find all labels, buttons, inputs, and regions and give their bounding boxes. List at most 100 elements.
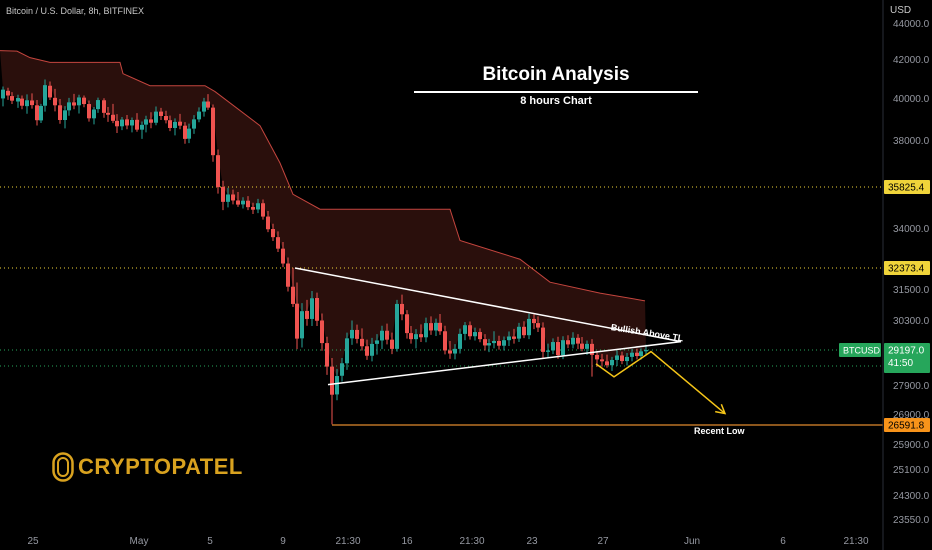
candle-body xyxy=(375,340,379,344)
candle xyxy=(236,191,240,207)
candle xyxy=(67,97,71,116)
level-tag xyxy=(884,261,930,275)
candle-body xyxy=(463,325,467,334)
time-axis[interactable]: 25 May 5 9 21:30 16 21:30 23 27 Jun 6 21:30 xyxy=(27,536,869,547)
candle xyxy=(58,99,62,124)
x-tick-label: 5 xyxy=(207,536,213,547)
candle xyxy=(202,97,206,117)
y-tick-label: 34000.0 xyxy=(893,224,930,235)
candle-body xyxy=(251,206,255,210)
candle xyxy=(48,81,52,101)
candle-body xyxy=(25,100,29,107)
candle-body xyxy=(187,128,191,139)
candle xyxy=(140,121,144,139)
candle-body xyxy=(576,337,580,344)
candle-body xyxy=(556,342,560,356)
price-axis[interactable]: 44000.0 42000.0 40000.0 38000.0 34000.0 31500… xyxy=(839,19,930,526)
candle-body xyxy=(546,350,550,352)
drawings xyxy=(294,267,727,415)
x-tick-label: 21:30 xyxy=(843,536,868,547)
candle xyxy=(6,87,10,100)
cloud-fill xyxy=(0,50,646,377)
candle xyxy=(590,339,594,377)
countdown-label: 41:50 xyxy=(888,358,913,369)
level-lines xyxy=(0,186,883,426)
candle xyxy=(159,107,163,120)
candle xyxy=(286,257,290,292)
candle xyxy=(221,180,225,211)
candle-body xyxy=(453,348,457,354)
candle xyxy=(350,320,354,345)
candle xyxy=(566,335,570,349)
candle-body xyxy=(580,343,584,349)
y-tick-label: 31500.0 xyxy=(893,285,930,296)
candle xyxy=(35,100,39,126)
candle xyxy=(576,334,580,350)
candle xyxy=(541,322,545,359)
candle xyxy=(149,112,153,129)
candle xyxy=(360,328,364,351)
candle xyxy=(281,241,285,268)
candle xyxy=(434,318,438,336)
candle xyxy=(556,336,560,359)
candle xyxy=(10,92,14,105)
candle xyxy=(463,322,467,341)
candle-body xyxy=(173,121,177,128)
candle-body xyxy=(487,343,491,346)
candle-body xyxy=(497,340,501,346)
candle xyxy=(630,349,634,362)
candle xyxy=(315,292,319,326)
candle xyxy=(600,353,604,367)
candle-body xyxy=(48,85,52,98)
y-tick-label: 38000.0 xyxy=(893,136,930,147)
candle-body xyxy=(63,110,67,120)
cloud-upper-line xyxy=(0,50,646,302)
x-tick-label: 23 xyxy=(526,536,538,547)
candle-body xyxy=(448,350,452,354)
candle xyxy=(206,94,210,110)
candle xyxy=(390,332,394,355)
candle-body xyxy=(154,111,158,123)
candle xyxy=(125,114,129,130)
candle-body xyxy=(43,85,47,106)
candle-body xyxy=(536,323,540,328)
candle xyxy=(111,103,115,124)
candle xyxy=(43,79,47,112)
candle-body xyxy=(77,97,81,106)
y-tick-label: 26900.0 xyxy=(893,410,930,421)
candle-body xyxy=(106,112,110,115)
candle xyxy=(522,321,526,339)
candle-body xyxy=(365,346,369,356)
candle-body xyxy=(178,121,182,126)
candle xyxy=(635,348,639,360)
candle xyxy=(291,267,295,308)
candle-body xyxy=(291,286,295,304)
candle-body xyxy=(566,340,570,345)
candle-body xyxy=(600,359,604,362)
lower-trendline xyxy=(327,340,682,386)
candle-body xyxy=(1,89,5,99)
candle-body xyxy=(380,330,384,341)
candle xyxy=(478,328,482,343)
candle xyxy=(300,303,304,348)
x-tick-label: Jun xyxy=(684,536,700,547)
candle xyxy=(443,325,447,355)
candle-body xyxy=(111,114,115,121)
candle-body xyxy=(168,120,172,128)
candle xyxy=(429,316,433,335)
candle xyxy=(192,115,196,134)
candle-body xyxy=(35,105,39,121)
candle-body xyxy=(360,338,364,347)
candle xyxy=(580,337,584,352)
candle-body xyxy=(261,203,265,217)
candle-body xyxy=(236,200,240,205)
y-tick-label: 23550.0 xyxy=(893,515,930,526)
candle-body xyxy=(140,124,144,130)
candle-body xyxy=(335,376,339,395)
candle-body xyxy=(385,330,389,340)
candle-body xyxy=(130,120,134,126)
candle-body xyxy=(370,343,374,356)
candle-body xyxy=(300,311,304,339)
candle xyxy=(178,113,182,130)
candle-body xyxy=(483,339,487,346)
